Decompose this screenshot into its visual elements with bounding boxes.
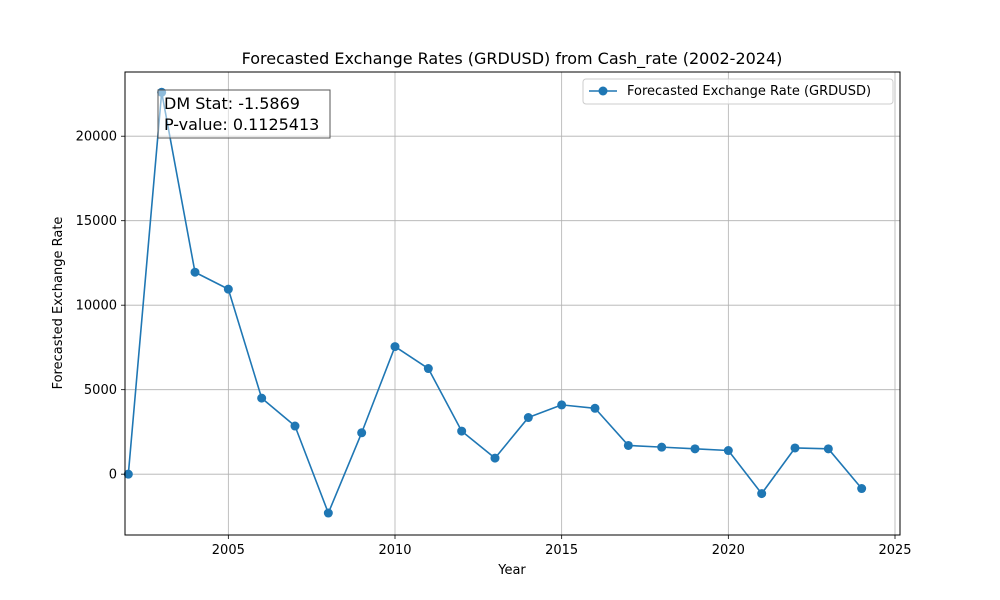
legend-label: Forecasted Exchange Rate (GRDUSD) [627, 84, 871, 99]
data-point [657, 442, 667, 452]
data-point [390, 342, 400, 352]
data-point [323, 508, 333, 518]
data-point [457, 426, 467, 436]
grid-lines [125, 72, 900, 535]
data-point [490, 453, 500, 463]
data-point [290, 421, 300, 431]
chart-title: Forecasted Exchange Rates (GRDUSD) from … [242, 49, 783, 69]
legend-box [582, 78, 894, 105]
data-point [823, 444, 833, 454]
y-tick-label: 0 [109, 468, 117, 483]
data-point [590, 403, 600, 413]
legend: Forecasted Exchange Rate (GRDUSD) [582, 78, 894, 105]
dm-stat-text: DM Stat: -1.5869 [164, 94, 300, 113]
data-point [523, 413, 533, 423]
stats-annotation: DM Stat: -1.5869 P-value: 0.1125413 [157, 89, 331, 139]
p-value-text: P-value: 0.1125413 [164, 115, 319, 134]
data-point [857, 484, 867, 494]
x-tick-label: 2020 [712, 543, 745, 558]
data-point [790, 443, 800, 453]
x-tick-label: 2010 [378, 543, 411, 558]
x-tick-label: 2005 [212, 543, 245, 558]
y-axis-ticks: 0 5000 10000 15000 20000 [76, 130, 125, 483]
x-axis-ticks: 2005 2010 2015 2020 2025 [212, 535, 912, 558]
series-layer [123, 87, 867, 518]
data-point [623, 440, 633, 450]
data-point [223, 284, 233, 294]
y-tick-label: 5000 [84, 383, 117, 398]
data-point [123, 469, 133, 479]
x-tick-label: 2025 [878, 543, 911, 558]
data-point [557, 400, 567, 410]
stats-annotation-box [157, 89, 331, 139]
y-tick-label: 10000 [76, 299, 117, 314]
plot-area [125, 72, 900, 535]
data-point [257, 393, 267, 403]
x-axis-title: Year [497, 563, 526, 578]
data-point [190, 267, 200, 277]
data-point [423, 364, 433, 374]
data-point [723, 446, 733, 456]
data-point [757, 489, 767, 499]
y-tick-label: 20000 [76, 130, 117, 145]
y-tick-label: 15000 [76, 214, 117, 229]
legend-marker-swatch [598, 86, 608, 96]
data-point [690, 444, 700, 454]
data-point [357, 428, 367, 438]
x-tick-label: 2015 [545, 543, 578, 558]
plot-frame [124, 71, 901, 536]
y-axis-title: Forecasted Exchange Rate [51, 217, 66, 390]
